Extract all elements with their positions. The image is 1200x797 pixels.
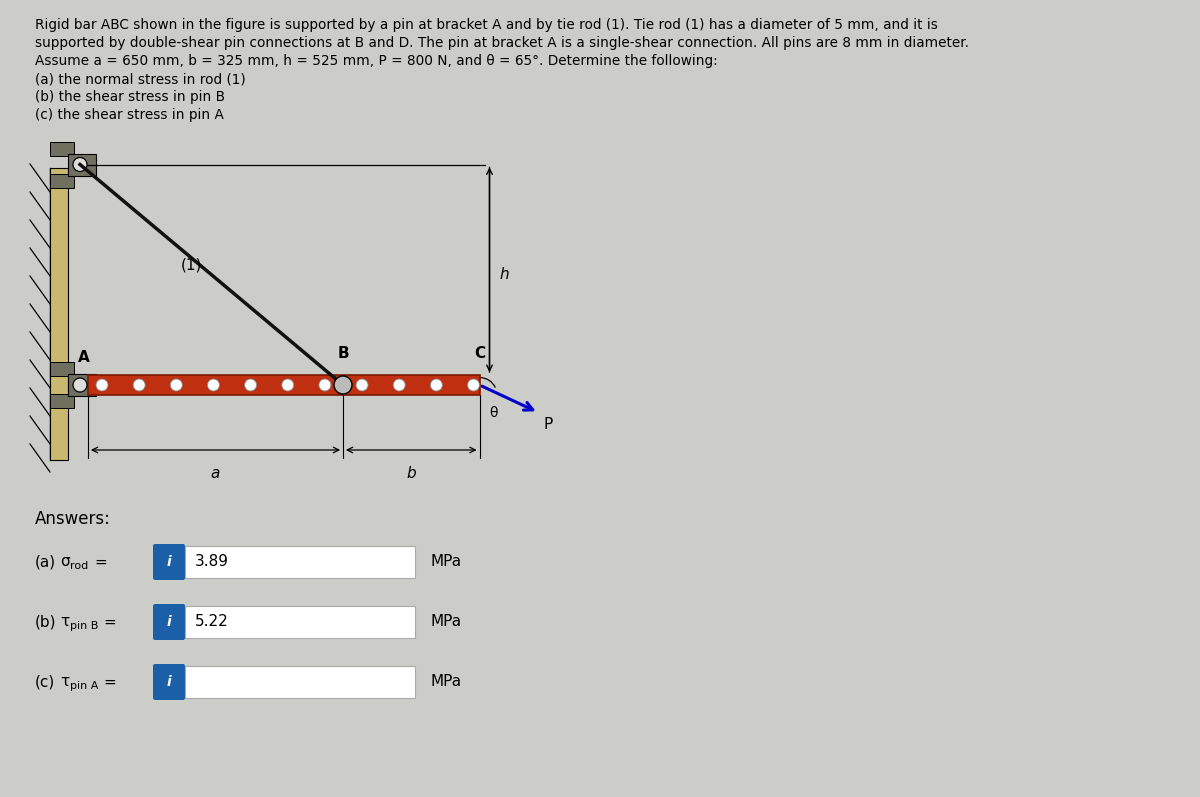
Text: MPa: MPa (430, 674, 461, 689)
Text: D: D (53, 143, 66, 158)
Bar (185, 606, 415, 638)
Text: A: A (78, 350, 90, 365)
Text: B: B (337, 346, 349, 361)
Text: a: a (211, 466, 220, 481)
Bar (50, 168, 68, 460)
FancyBboxPatch shape (154, 604, 185, 640)
Circle shape (319, 379, 331, 391)
Bar (50, 142, 74, 155)
Text: (c) the shear stress in pin A: (c) the shear stress in pin A (35, 108, 224, 122)
Text: (b) the shear stress in pin B: (b) the shear stress in pin B (35, 90, 226, 104)
Text: θ: θ (490, 406, 498, 420)
Text: (1): (1) (181, 257, 202, 273)
Text: τ: τ (60, 614, 70, 630)
FancyBboxPatch shape (154, 544, 185, 580)
Text: 5.22: 5.22 (194, 614, 229, 630)
Text: (a) the normal stress in rod (1): (a) the normal stress in rod (1) (35, 72, 246, 86)
Text: MPa: MPa (430, 555, 461, 570)
Text: τ: τ (60, 674, 70, 689)
Circle shape (431, 379, 443, 391)
Circle shape (356, 379, 368, 391)
Bar (185, 546, 415, 578)
Bar (88, 375, 480, 395)
Bar (50, 394, 74, 408)
Bar (185, 666, 415, 698)
Bar (68, 374, 96, 396)
Circle shape (73, 158, 88, 171)
Text: =: = (103, 674, 115, 689)
Text: Rigid bar ABC shown in the figure is supported by a pin at bracket A and by tie : Rigid bar ABC shown in the figure is sup… (35, 18, 938, 32)
Text: Answers:: Answers: (35, 510, 110, 528)
Text: i: i (167, 615, 172, 629)
Circle shape (133, 379, 145, 391)
Circle shape (394, 379, 406, 391)
Bar (50, 174, 74, 187)
Circle shape (170, 379, 182, 391)
Text: i: i (167, 675, 172, 689)
Circle shape (334, 376, 352, 394)
Circle shape (208, 379, 220, 391)
Text: P: P (544, 418, 553, 433)
Bar (50, 362, 74, 376)
Text: Assume a = 650 mm, b = 325 mm, h = 525 mm, P = 800 N, and θ = 65°. Determine the: Assume a = 650 mm, b = 325 mm, h = 525 m… (35, 54, 718, 68)
Circle shape (96, 379, 108, 391)
Text: pin A: pin A (70, 681, 98, 691)
Text: pin B: pin B (70, 621, 98, 631)
Text: C: C (474, 346, 485, 361)
Text: rod: rod (70, 561, 89, 571)
Text: 3.89: 3.89 (194, 555, 229, 570)
Circle shape (245, 379, 257, 391)
Text: σ: σ (60, 555, 70, 570)
Text: MPa: MPa (430, 614, 461, 630)
Text: i: i (167, 555, 172, 569)
Text: b: b (407, 466, 416, 481)
Text: =: = (94, 555, 107, 570)
Text: =: = (103, 614, 115, 630)
FancyBboxPatch shape (154, 664, 185, 700)
Text: (c): (c) (35, 674, 55, 689)
Text: (b): (b) (35, 614, 56, 630)
Bar (68, 154, 96, 175)
Text: (a): (a) (35, 555, 56, 570)
Text: h: h (499, 267, 509, 282)
Circle shape (468, 379, 480, 391)
Text: supported by double-shear pin connections at B and D. The pin at bracket A is a : supported by double-shear pin connection… (35, 36, 970, 50)
Circle shape (282, 379, 294, 391)
Circle shape (73, 378, 88, 392)
